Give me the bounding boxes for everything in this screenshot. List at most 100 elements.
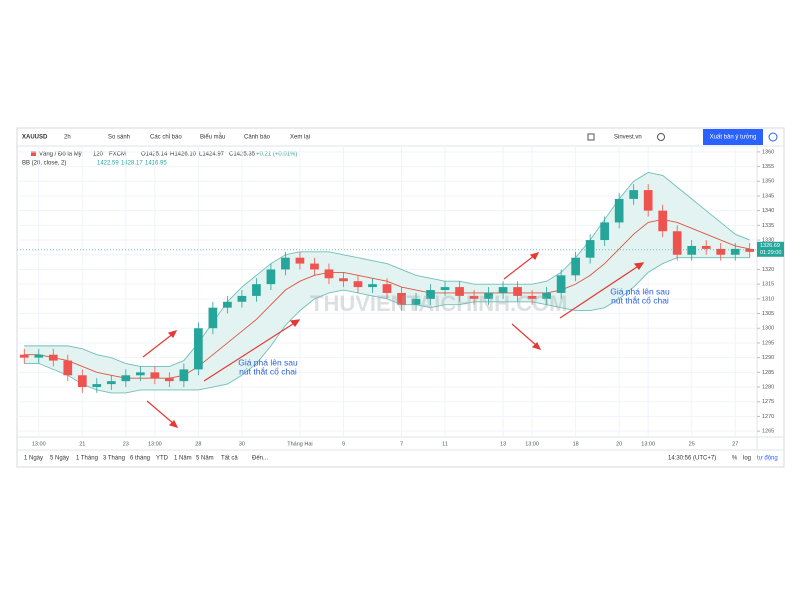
publish-button-bg[interactable] (703, 129, 763, 145)
y-tick-label: 1345 (762, 193, 774, 199)
candle-body (339, 278, 348, 282)
candle-body (600, 222, 609, 241)
y-tick-label: 1300 (762, 326, 774, 332)
range-button[interactable]: 1 Tháng (76, 456, 98, 462)
candle-body (513, 287, 522, 296)
arrow (203, 321, 297, 382)
candle-body (614, 198, 624, 223)
candle-body (672, 231, 682, 255)
play-icon[interactable] (768, 132, 778, 142)
x-tick-label: 11 (442, 441, 448, 447)
arrow (142, 332, 175, 358)
candle-body (77, 375, 87, 388)
alert-button[interactable]: Cảnh báo (244, 135, 271, 141)
candle-body (295, 257, 305, 264)
x-tick-label: 9 (342, 441, 345, 447)
templates-button[interactable]: Biểu mẫu (200, 134, 225, 141)
candle-body (440, 287, 450, 291)
candle-body (397, 292, 406, 305)
x-tick-label: 13:00 (641, 441, 655, 447)
x-tick-label: 21 (79, 441, 85, 447)
arrow-head (531, 341, 542, 350)
countdown: 01:29:00 (760, 250, 781, 256)
y-tick-label: 1355 (762, 164, 774, 170)
candle-body (716, 248, 726, 255)
interval[interactable]: 2h (64, 135, 71, 141)
y-tick-label: 1285 (762, 370, 774, 376)
plot: 1265 1270 1275 1280 1285 1290 1295 1300 1305 1310… (17, 146, 784, 447)
percent-toggle[interactable]: % (732, 456, 738, 462)
x-tick-label: 13 (500, 441, 506, 447)
y-tick-label: 1265 (762, 429, 774, 435)
arrow-head (167, 330, 178, 339)
candle-body (368, 284, 377, 288)
clock: 14:30:56 (UTC+7) (668, 456, 716, 462)
legend-change: +0.21 (+0.01%) (256, 152, 297, 158)
settings-icon[interactable] (657, 133, 665, 141)
indicators-button[interactable]: Các chỉ báo (150, 134, 182, 141)
candle-body (19, 354, 29, 358)
arrow-head (529, 252, 540, 261)
indicator-value: 1422.59 (97, 161, 119, 167)
range-button[interactable]: 3 Tháng (103, 456, 125, 462)
legend-interval: 120 (93, 152, 104, 158)
y-tick-label: 1275 (762, 399, 774, 405)
candle-body (353, 281, 363, 288)
x-tick-label: 28 (195, 441, 201, 447)
symbol[interactable]: XAUUSD (22, 135, 48, 141)
last-price-tag (757, 241, 784, 257)
candle-body (730, 248, 740, 255)
y-tick-label: 1290 (762, 355, 774, 361)
arrow (559, 264, 641, 319)
y-tick-label: 1295 (762, 340, 774, 346)
toolbar: XAUUSD 2h So sánh Các chỉ báo Biểu mẫu C… (22, 129, 778, 145)
x-tick-label: 20 (616, 441, 622, 447)
range-button[interactable]: Tất cả (221, 456, 238, 462)
candle-body (411, 298, 421, 305)
range-button[interactable]: 5 Ngày (50, 456, 69, 462)
candle-body (121, 375, 131, 382)
candle-body (629, 190, 639, 199)
candle-body (150, 372, 160, 379)
candle-body (469, 295, 479, 299)
account[interactable]: Sinvest.vn (614, 135, 642, 141)
candle-body (252, 284, 261, 296)
arrow (503, 254, 536, 280)
x-tick-label: 7 (400, 441, 403, 447)
layout-icon[interactable] (587, 133, 595, 141)
candle-body (63, 360, 73, 376)
range-button[interactable]: 5 Năm (196, 456, 214, 462)
indicator-value: 1416.95 (145, 161, 167, 167)
range-button[interactable]: 6 tháng (130, 456, 150, 462)
candle-body (571, 257, 580, 276)
candle-body (426, 290, 435, 299)
bottom-bar: 1 Ngày 5 Ngày 1 Tháng 3 Tháng 6 tháng YT… (24, 456, 778, 462)
x-tick-label: Tháng Hai (287, 441, 312, 447)
compare-button[interactable]: So sánh (108, 135, 130, 141)
candle-body (498, 287, 508, 293)
publish-button[interactable]: Xuất bản ý tưởng (710, 134, 757, 141)
arrow (511, 323, 538, 347)
candle-body (92, 384, 102, 388)
y-tick-label: 1305 (762, 311, 774, 317)
candle-body (324, 269, 334, 279)
goto-button[interactable]: Đến... (252, 456, 268, 462)
legend-high: H1426.10 (170, 152, 197, 158)
candle-body (208, 307, 218, 329)
candle-body (687, 245, 697, 255)
range-button[interactable]: YTD (156, 456, 169, 462)
replay-button[interactable]: Xem lại (290, 135, 310, 141)
indicator-value: 1428.17 (121, 161, 143, 167)
range-button[interactable]: 1 Ngày (24, 456, 43, 462)
candle-body (542, 292, 551, 299)
auto-toggle[interactable]: tự động (757, 456, 778, 462)
candle-body (701, 245, 711, 249)
arrow-head (633, 262, 645, 271)
candle-body (165, 378, 174, 382)
log-toggle[interactable]: log (743, 456, 751, 462)
range-button[interactable]: 1 Năm (174, 456, 192, 462)
candle-body (281, 257, 290, 270)
indicator-name: BB (20, close, 2) (22, 161, 66, 167)
y-tick-label: 1320 (762, 267, 774, 273)
arrows (142, 252, 645, 428)
